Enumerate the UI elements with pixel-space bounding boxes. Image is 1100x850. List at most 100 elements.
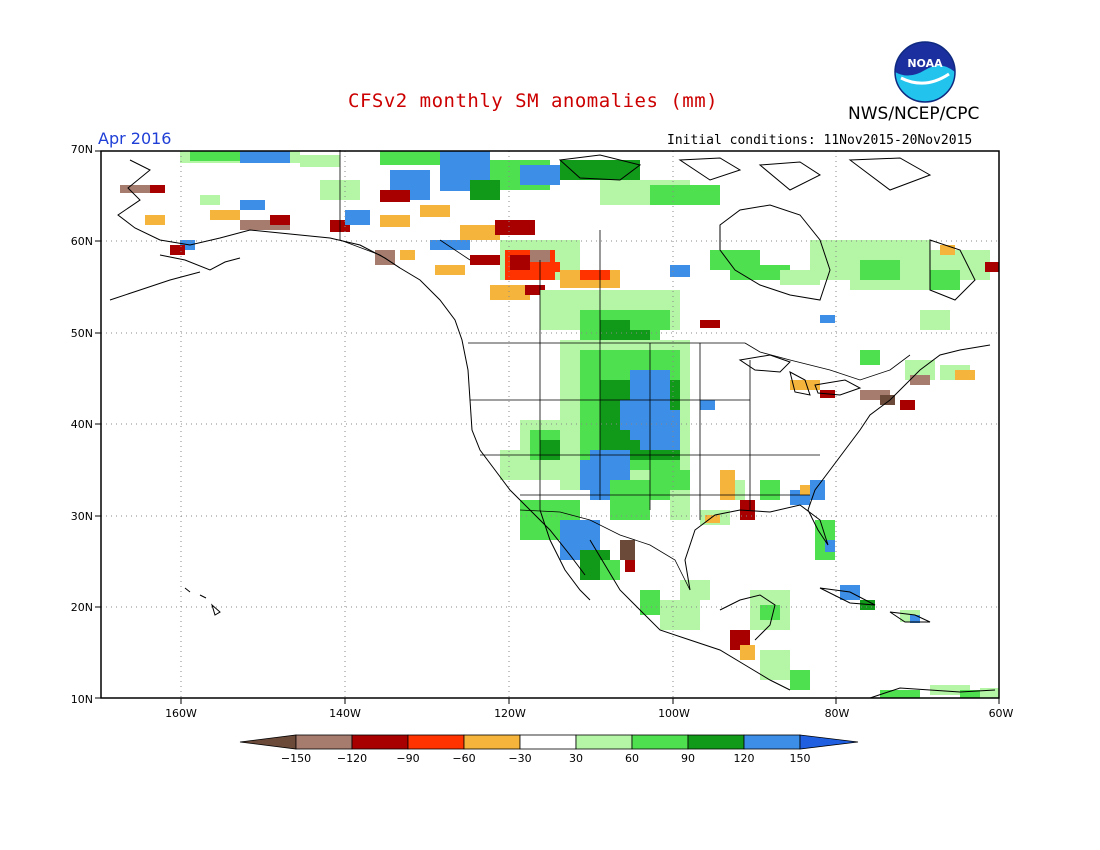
anomaly-cell [150,185,165,193]
anomaly-cell [620,540,635,560]
anomaly-cell [540,440,560,460]
colorbar-label: −60 [452,752,476,765]
lon-label-60w: 60W [988,707,1014,720]
anomaly-cell [380,215,410,227]
anomaly-cell [460,225,500,240]
colorbar-label: −90 [396,752,420,765]
anomaly-cell [860,600,875,610]
anomaly-cell [920,310,950,330]
colorbar-swatch [407,734,465,750]
anomaly-cell [910,615,920,623]
anomaly-cell [300,155,340,167]
anomaly-cell [210,210,240,220]
anomaly-cell [760,480,780,500]
chart-title: CFSv2 monthly SM anomalies (mm) [348,90,719,112]
colorbar-swatch [295,734,353,750]
lat-label-20n: 20N [70,601,93,614]
noaa-logo: NOAA [894,41,956,103]
colorbar-swatch [743,734,801,750]
anomaly-cell [790,380,820,390]
anomaly-cell [960,690,980,698]
colorbar-swatch [687,734,745,750]
colorbar-arrow-left [239,734,297,750]
lat-label-60n: 60N [70,235,93,248]
anomaly-cell [820,315,835,323]
anomaly-cell [610,480,650,520]
lat-label-40n: 40N [70,418,93,431]
anomaly-cell [825,540,835,552]
anomaly-cell [240,200,265,210]
lon-label-80w: 80W [824,707,850,720]
anomaly-cell [680,580,710,600]
anomaly-cell [190,151,260,161]
colorbar-arrow-right [799,734,859,750]
anomaly-cell [740,645,755,660]
anomaly-cell [860,350,880,365]
anomaly-cell [660,600,700,630]
colorbar-label: 120 [733,752,755,765]
anomaly-cell [670,490,690,520]
anomaly-cell [410,190,430,200]
valid-month-label: Apr 2016 [98,129,172,148]
colorbar-swatch [631,734,689,750]
anomaly-cell [200,195,220,205]
anomaly-cell [700,400,715,410]
anomaly-cell [495,220,535,235]
anomaly-cell [540,262,560,272]
anomaly-cell [520,165,560,185]
anomaly-cell [790,670,810,690]
anomaly-cell [380,190,410,202]
colorbar-label: 30 [569,752,583,765]
anomaly-cell [955,370,975,380]
anomaly-cell [530,250,550,262]
colorbar [239,734,859,750]
colorbar-label: −30 [508,752,532,765]
anomaly-cell [625,560,635,572]
colorbar-label: −120 [336,752,368,765]
anomaly-cell [880,395,895,405]
anomaly-cell [240,151,290,163]
political-borders [339,150,911,591]
anomaly-cell [930,270,960,290]
anomaly-cell [560,160,640,180]
anomaly-cell [910,375,930,385]
anomaly-cell [800,485,815,495]
anomaly-cell [940,245,955,255]
anomaly-cell [145,215,165,225]
lat-label-50n: 50N [70,327,93,340]
anomaly-cell [760,650,790,680]
colorbar-label: 150 [789,752,811,765]
colorbar-label: −150 [280,752,312,765]
anomaly-cell [720,470,735,500]
lon-label-120w: 120W [494,707,526,720]
anomaly-cell [240,220,290,230]
anomaly-cell [170,245,185,255]
anomaly-cell [630,310,670,330]
anomaly-cell [900,400,915,410]
colorbar-label: 90 [681,752,695,765]
anomaly-cell [565,540,580,555]
anomaly-cell [860,390,890,400]
anomaly-cell [810,240,850,280]
anomaly-cell [470,180,500,200]
anomaly-cell [860,260,900,280]
anomaly-cell [580,460,600,490]
anomaly-cell [640,590,660,615]
anomaly-cell [430,240,470,250]
colorbar-swatch [463,734,521,750]
lat-label-10n: 10N [70,693,93,706]
anomaly-cell [620,400,650,430]
anomaly-cell [435,265,465,275]
anomaly-cell [705,515,720,523]
anomaly-cell [510,255,530,270]
anomaly-cell [525,285,545,295]
anomaly-cell [420,205,450,217]
colorbar-swatch [351,734,409,750]
anomaly-cell [985,262,999,272]
anomaly-cell [390,170,430,190]
colorbar-label: 60 [625,752,639,765]
anomaly-cell [580,270,610,280]
anomaly-cell [670,265,690,277]
colorbar-swatch [575,734,633,750]
